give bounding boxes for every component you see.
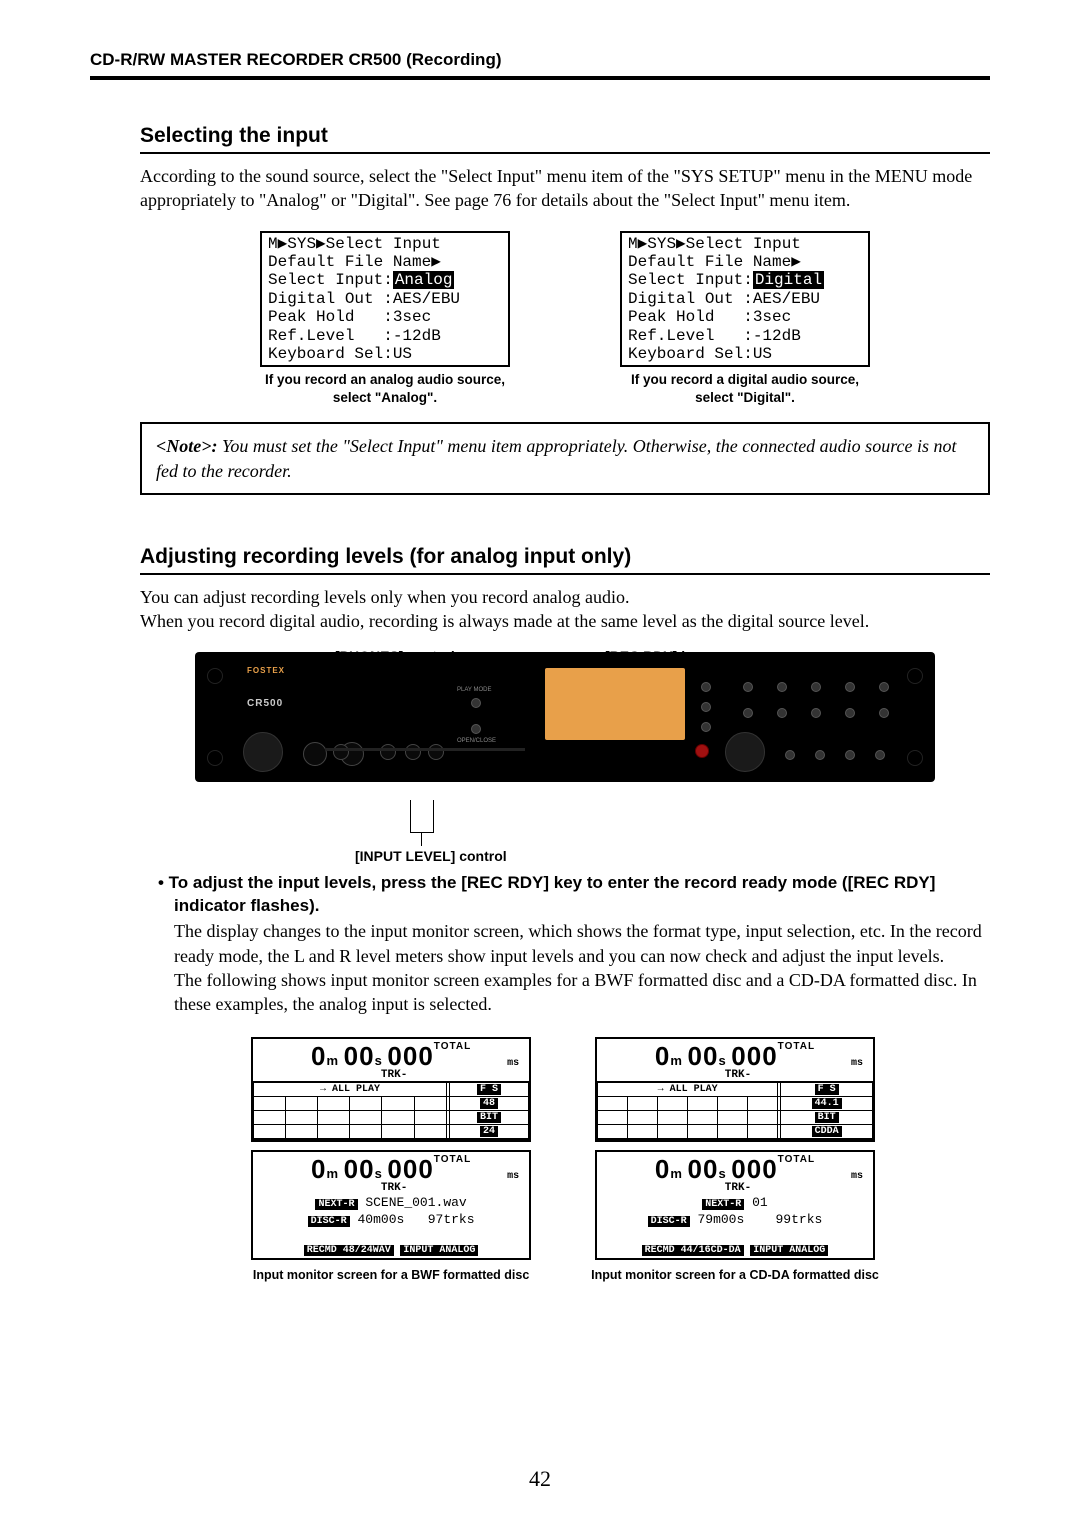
note-label: <Note>:: [156, 436, 218, 456]
lcd-analog: M▶SYS▶Select Input Default File Name▶ Se…: [260, 231, 510, 368]
monitor-bwf-col: 0m 00s 000TOTAL ms TRK- → ALL PLAYF S 48…: [251, 1037, 531, 1282]
section2-body: You can adjust recording levels only whe…: [140, 585, 990, 634]
model-text: CR500: [247, 698, 283, 709]
section2-title: Adjusting recording levels (for analog i…: [140, 545, 990, 569]
note-box: <Note>: You must set the "Select Input" …: [140, 422, 990, 495]
page-number: 42: [0, 1466, 1080, 1492]
rec-rdy-button: [695, 744, 709, 758]
header-rule: [90, 76, 990, 80]
section1-rule: [140, 152, 990, 154]
lcd-row: M▶SYS▶Select Input Default File Name▶ Se…: [140, 231, 990, 407]
section2-rule: [140, 573, 990, 575]
monitor-cdda-col: 0m 00s 000TOTAL ms TRK- → ALL PLAYF S 44…: [591, 1037, 879, 1282]
monitor-row: 0m 00s 000TOTAL ms TRK- → ALL PLAYF S 48…: [140, 1037, 990, 1282]
front-panel-diagram: [PHONES] control [REC RDY] key FOSTEX CR…: [195, 652, 935, 838]
monitor-bwf-caption: Input monitor screen for a BWF formatted…: [251, 1268, 531, 1282]
bullet-body2: The following shows input monitor screen…: [158, 968, 990, 1017]
lcd-digital-col: M▶SYS▶Select Input Default File Name▶ Se…: [620, 231, 870, 407]
lcd-caption-digital: If you record a digital audio source, se…: [620, 371, 870, 406]
monitor-bwf: 0m 00s 000TOTAL ms TRK- → ALL PLAYF S 48…: [251, 1037, 531, 1260]
lcd-analog-col: M▶SYS▶Select Input Default File Name▶ Se…: [260, 231, 510, 407]
section-selecting-input: Selecting the input According to the sou…: [140, 124, 990, 495]
bullet-body1: The display changes to the input monitor…: [158, 919, 990, 968]
lcd-caption-analog: If you record an analog audio source, se…: [260, 371, 510, 406]
panel-screen: [545, 668, 685, 740]
page-header: CD-R/RW MASTER RECORDER CR500 (Recording…: [90, 50, 990, 70]
section1-title: Selecting the input: [140, 124, 990, 148]
label-input-level: [INPUT LEVEL] control: [355, 848, 507, 864]
bullet-block: • To adjust the input levels, press the …: [158, 872, 990, 1017]
bullet-lead: • To adjust the input levels, press the …: [158, 872, 990, 918]
front-panel: FOSTEX CR500 PLAY MODE OPEN/CLOSE: [195, 652, 935, 782]
section1-body: According to the sound source, select th…: [140, 164, 990, 213]
monitor-cdda-caption: Input monitor screen for a CD-DA formatt…: [591, 1268, 879, 1282]
lcd-digital: M▶SYS▶Select Input Default File Name▶ Se…: [620, 231, 870, 368]
monitor-cdda: 0m 00s 000TOTAL ms TRK- → ALL PLAYF S 44…: [595, 1037, 875, 1260]
brand-text: FOSTEX: [247, 666, 285, 675]
section-adjusting-levels: Adjusting recording levels (for analog i…: [140, 545, 990, 1282]
note-body: You must set the "Select Input" menu ite…: [156, 436, 957, 480]
